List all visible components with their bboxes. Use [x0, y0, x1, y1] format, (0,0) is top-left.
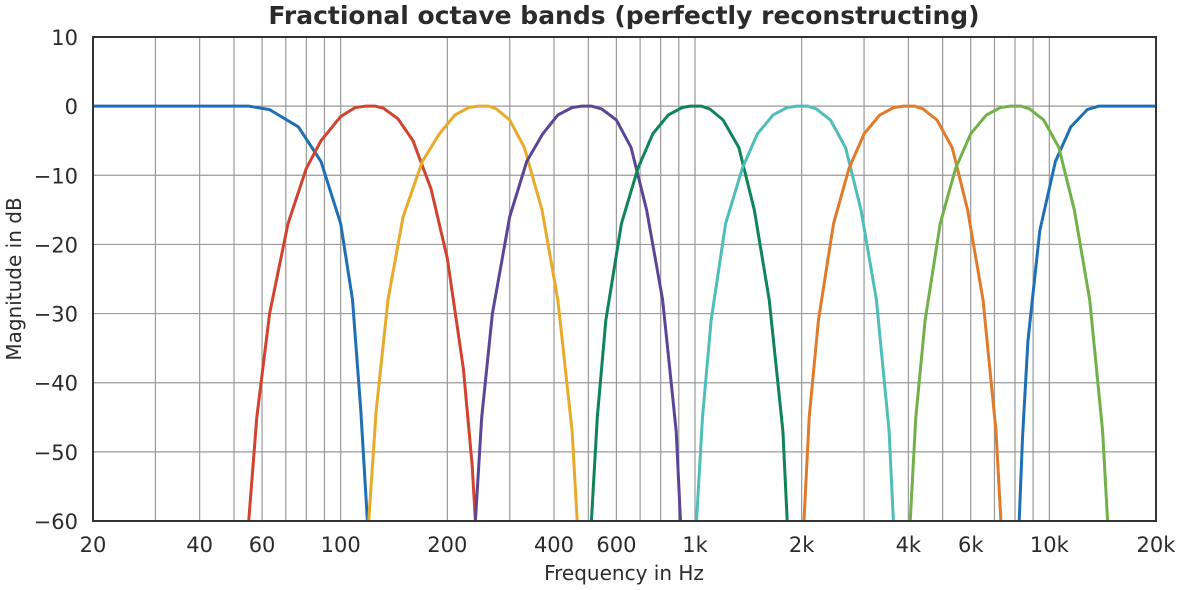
x-tick-label: 400	[534, 533, 574, 557]
y-tick-label: 10	[51, 26, 78, 50]
band-line-8	[802, 104, 1003, 522]
y-tick-label: 0	[65, 95, 78, 119]
x-tick-label: 4k	[896, 533, 922, 557]
x-tick-label: 40	[186, 533, 213, 557]
band-line-3	[247, 104, 477, 522]
band-line-2	[1017, 104, 1156, 522]
y-axis-label: Magnitude in dB	[2, 197, 26, 360]
y-tick-label: −40	[34, 372, 78, 396]
band-line-6	[589, 104, 789, 522]
x-tick-labels: 20 40 60 100 200 400 600 1k 2k 4k 6k 10k 20k	[80, 533, 1177, 557]
x-tick-label: 2k	[789, 533, 815, 557]
x-tick-label: 6k	[958, 533, 984, 557]
y-tick-label: −60	[34, 510, 78, 534]
y-tick-label: −10	[34, 164, 78, 188]
plot-lines	[93, 104, 1156, 522]
band-line-9	[908, 104, 1110, 522]
band-line-1	[93, 104, 369, 522]
plot-frame	[92, 36, 1157, 522]
y-tick-labels: 10 0 −10 −20 −30 −40 −50 −60	[34, 26, 78, 534]
x-tick-label: 10k	[1030, 533, 1070, 557]
y-tick-label: −50	[34, 441, 78, 465]
x-tick-label: 60	[249, 533, 276, 557]
y-tick-label: −30	[34, 303, 78, 327]
x-tick-label: 20k	[1137, 533, 1177, 557]
x-tick-label: 100	[321, 533, 361, 557]
x-tick-label: 600	[596, 533, 636, 557]
x-tick-label: 20	[80, 533, 107, 557]
chart-title: Fractional octave bands (perfectly recon…	[268, 1, 979, 30]
y-tick-label: −20	[34, 233, 78, 257]
x-tick-label: 1k	[682, 533, 708, 557]
x-axis-label: Frequency in Hz	[544, 561, 704, 585]
x-tick-label: 200	[427, 533, 467, 557]
band-line-7	[695, 104, 895, 522]
band-line-5	[473, 104, 682, 522]
band-line-4	[367, 104, 579, 522]
